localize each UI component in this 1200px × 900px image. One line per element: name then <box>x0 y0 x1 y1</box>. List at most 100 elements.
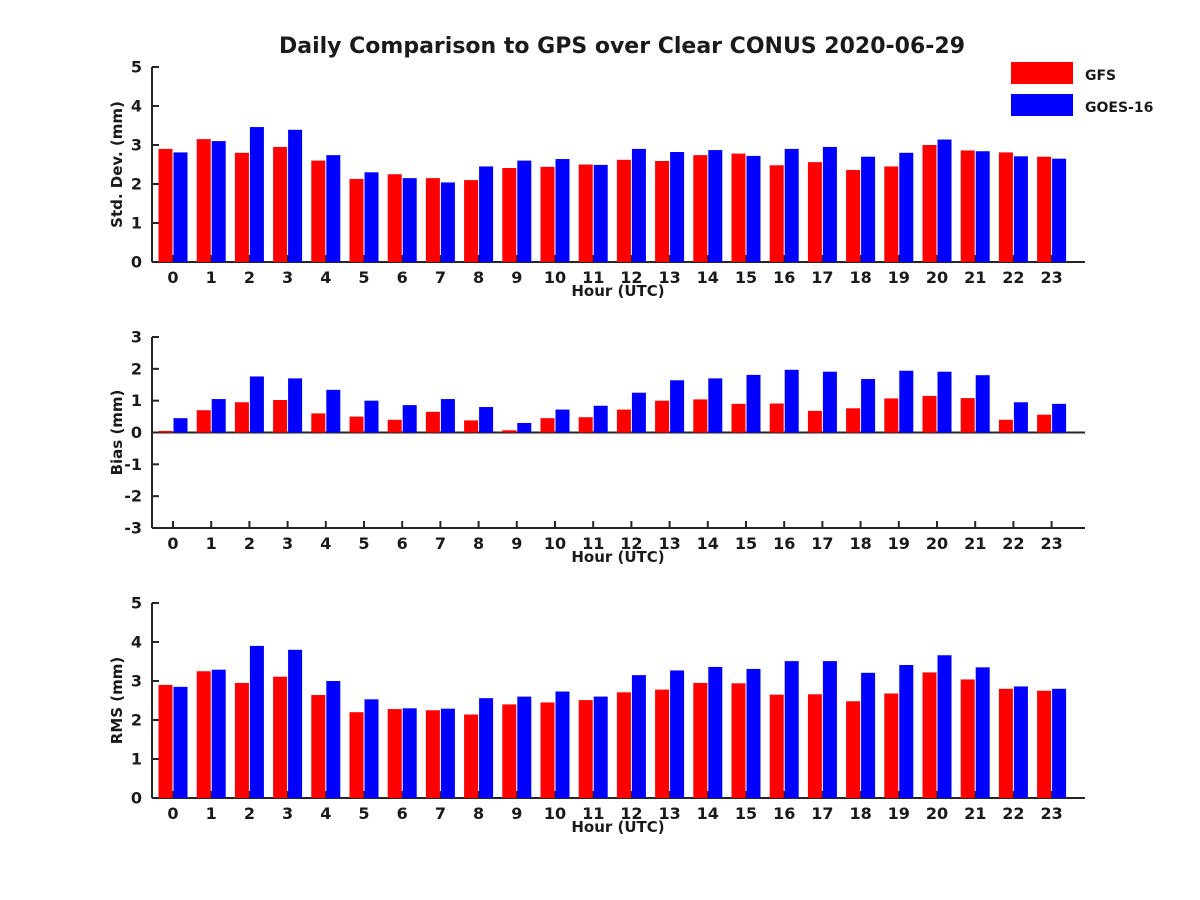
y-tick-label: 1 <box>131 391 142 410</box>
bar-goes16-h20 <box>937 139 952 262</box>
bar-gfs-h11 <box>578 417 593 433</box>
bar-gfs-h11 <box>578 700 593 798</box>
x-tick-label: 3 <box>282 268 293 287</box>
bar-gfs-h3 <box>273 400 288 433</box>
x-tick-label: 3 <box>282 804 293 823</box>
bar-gfs-h21 <box>960 398 975 433</box>
bar-gfs-h15 <box>731 683 746 798</box>
x-tick-label: 6 <box>397 804 408 823</box>
bar-gfs-h1 <box>196 410 211 433</box>
x-tick-label: 10 <box>544 268 566 287</box>
bar-goes16-h0 <box>173 686 188 798</box>
x-tick-label: 2 <box>244 534 255 553</box>
bar-goes16-h18 <box>861 672 876 798</box>
y-tick-label: -1 <box>124 455 142 474</box>
bar-goes16-h1 <box>211 399 226 433</box>
bar-goes16-h23 <box>1052 688 1067 798</box>
x-tick-label: 22 <box>1002 268 1024 287</box>
bar-goes16-h16 <box>784 661 799 798</box>
x-tick-label: 4 <box>320 534 331 553</box>
bar-goes16-h23 <box>1052 158 1067 262</box>
bar-gfs-h17 <box>807 694 822 798</box>
x-tick-label: 21 <box>964 804 986 823</box>
bar-gfs-h10 <box>540 166 555 262</box>
x-tick-label: 16 <box>773 268 795 287</box>
bar-gfs-h14 <box>693 399 708 433</box>
bar-goes16-h11 <box>593 164 608 262</box>
y-tick-label: 0 <box>131 253 142 272</box>
bar-goes16-h16 <box>784 369 799 433</box>
bar-goes16-h17 <box>822 661 837 798</box>
bar-gfs-h6 <box>387 174 402 262</box>
x-tick-label: 16 <box>773 534 795 553</box>
y-tick-label: 3 <box>131 672 142 691</box>
x-tick-label: 0 <box>167 804 178 823</box>
y-axis-label-rms: RMS (mm) <box>108 657 126 744</box>
bar-gfs-h16 <box>769 694 784 798</box>
x-tick-label: 15 <box>735 268 757 287</box>
bar-gfs-h0 <box>158 430 173 433</box>
bar-goes16-h7 <box>440 708 455 798</box>
x-tick-label: 13 <box>658 268 680 287</box>
bar-goes16-h10 <box>555 409 570 433</box>
bar-goes16-h5 <box>364 400 379 433</box>
bar-gfs-h23 <box>1037 414 1052 433</box>
bar-gfs-h15 <box>731 403 746 433</box>
y-tick-label: 1 <box>131 750 142 769</box>
bar-goes16-h1 <box>211 141 226 262</box>
x-tick-label: 5 <box>358 534 369 553</box>
x-axis-label-bias: Hour (UTC) <box>571 548 664 566</box>
x-tick-label: 2 <box>244 804 255 823</box>
bar-gfs-h9 <box>502 430 517 433</box>
bar-goes16-h11 <box>593 405 608 433</box>
bar-gfs-h13 <box>655 689 670 798</box>
bar-gfs-h1 <box>196 139 211 262</box>
bar-goes16-h2 <box>249 645 264 798</box>
bar-gfs-h7 <box>425 411 440 433</box>
legend-label-goes16: GOES-16 <box>1085 100 1153 116</box>
bar-gfs-h18 <box>846 701 861 798</box>
bar-goes16-h17 <box>822 146 837 262</box>
bar-goes16-h9 <box>517 422 532 433</box>
bar-gfs-h18 <box>846 169 861 262</box>
bar-gfs-h20 <box>922 145 937 262</box>
x-tick-label: 20 <box>926 804 948 823</box>
bar-goes16-h1 <box>211 669 226 798</box>
bar-goes16-h18 <box>861 379 876 433</box>
bar-goes16-h11 <box>593 696 608 798</box>
bar-gfs-h3 <box>273 146 288 262</box>
x-tick-label: 9 <box>511 268 522 287</box>
bar-gfs-h14 <box>693 155 708 262</box>
y-tick-label: -2 <box>124 487 142 506</box>
x-tick-label: 21 <box>964 268 986 287</box>
bar-goes16-h19 <box>899 370 914 433</box>
x-tick-label: 22 <box>1002 534 1024 553</box>
x-tick-label: 21 <box>964 534 986 553</box>
bar-gfs-h19 <box>884 693 899 798</box>
x-tick-label: 8 <box>473 268 484 287</box>
y-tick-label: -3 <box>124 519 142 538</box>
bar-goes16-h8 <box>479 166 494 262</box>
x-tick-label: 7 <box>435 804 446 823</box>
bar-gfs-h2 <box>234 402 249 433</box>
bar-goes16-h4 <box>326 681 341 798</box>
x-tick-label: 19 <box>888 534 910 553</box>
x-tick-label: 13 <box>658 804 680 823</box>
x-tick-label: 3 <box>282 534 293 553</box>
bar-goes16-h8 <box>479 407 494 433</box>
bar-gfs-h3 <box>273 676 288 798</box>
y-tick-label: 5 <box>131 58 142 77</box>
bar-goes16-h13 <box>670 380 685 433</box>
x-tick-label: 7 <box>435 268 446 287</box>
bar-gfs-h16 <box>769 165 784 262</box>
bar-goes16-h9 <box>517 696 532 798</box>
x-tick-label: 1 <box>206 804 217 823</box>
bar-goes16-h3 <box>288 649 303 798</box>
y-tick-label: 2 <box>131 359 142 378</box>
bar-goes16-h18 <box>861 156 876 262</box>
bar-gfs-h5 <box>349 178 364 262</box>
x-tick-label: 13 <box>658 534 680 553</box>
bar-goes16-h14 <box>708 666 723 798</box>
x-tick-label: 22 <box>1002 804 1024 823</box>
x-axis-label-stddev: Hour (UTC) <box>571 282 664 300</box>
